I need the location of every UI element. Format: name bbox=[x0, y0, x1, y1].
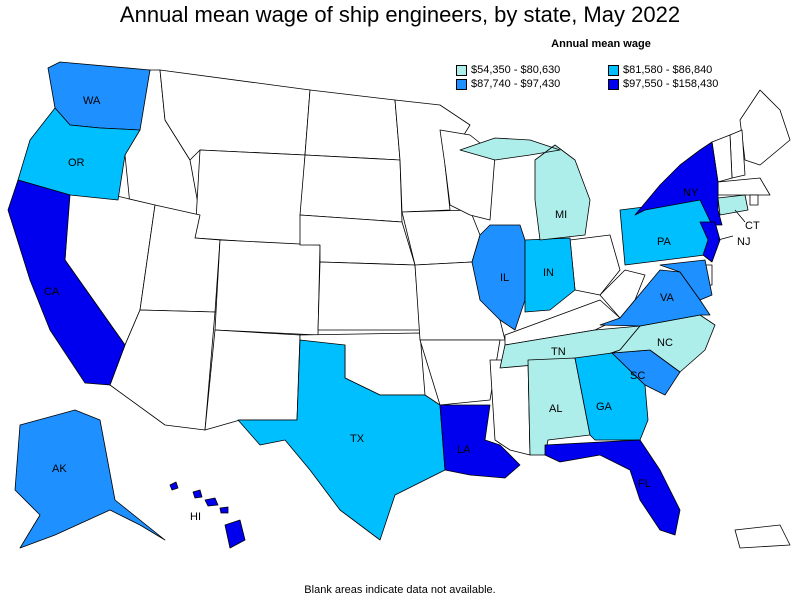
state-SD[interactable] bbox=[299, 154, 403, 223]
legend-swatch-tier-4 bbox=[608, 78, 619, 90]
label-GA: GA bbox=[596, 401, 613, 413]
shaded-states bbox=[7, 61, 749, 549]
label-MI: MI bbox=[555, 209, 567, 221]
state-CO[interactable] bbox=[214, 239, 321, 336]
label-NC: NC bbox=[657, 337, 673, 349]
state-LA[interactable] bbox=[439, 404, 521, 479]
legend-title: Annual mean wage bbox=[551, 38, 651, 50]
label-NJ: NJ bbox=[737, 236, 750, 248]
state-NJ[interactable] bbox=[699, 221, 721, 263]
state-WY[interactable] bbox=[194, 149, 306, 246]
state-HI[interactable] bbox=[169, 481, 246, 549]
legend-item-tier-2: $81,580 - $86,840 bbox=[608, 64, 758, 76]
legend-item-tier-1: $54,350 - $80,630 bbox=[456, 64, 608, 76]
label-AK: AK bbox=[52, 463, 67, 475]
state-IN[interactable] bbox=[524, 237, 576, 313]
label-FL: FL bbox=[638, 478, 651, 490]
label-leader-lines bbox=[717, 209, 746, 241]
legend-label-tier-2: $81,580 - $86,840 bbox=[623, 64, 713, 76]
state-NC[interactable] bbox=[611, 314, 716, 373]
legend-label-tier-1: $54,350 - $80,630 bbox=[471, 64, 561, 76]
legend-swatch-tier-1 bbox=[456, 64, 467, 76]
state-WV[interactable] bbox=[599, 269, 646, 319]
label-TN: TN bbox=[551, 346, 566, 358]
state-ND[interactable] bbox=[304, 89, 401, 161]
state-RI[interactable] bbox=[749, 194, 759, 206]
state-labels: WA OR CA AK HI TX LA IL IN MI TN AL GA F… bbox=[44, 95, 760, 523]
state-IL[interactable] bbox=[471, 224, 526, 331]
state-ME[interactable] bbox=[739, 89, 791, 166]
state-FL[interactable] bbox=[544, 439, 681, 536]
state-MS[interactable] bbox=[489, 359, 531, 456]
label-CT: CT bbox=[745, 220, 760, 232]
legend-item-tier-4: $97,550 - $158,430 bbox=[608, 78, 758, 90]
state-MI[interactable] bbox=[459, 137, 591, 241]
label-IL: IL bbox=[500, 272, 509, 284]
state-CT[interactable] bbox=[717, 194, 749, 216]
state-TX[interactable] bbox=[237, 339, 446, 541]
label-VA: VA bbox=[660, 292, 675, 304]
state-AR[interactable] bbox=[419, 339, 501, 406]
legend-swatch-tier-3 bbox=[456, 78, 467, 90]
label-PA: PA bbox=[657, 236, 672, 248]
state-NH[interactable] bbox=[729, 129, 746, 179]
label-AL: AL bbox=[549, 403, 562, 415]
legend-item-tier-3: $87,740 - $97,430 bbox=[456, 78, 608, 90]
label-IN: IN bbox=[543, 267, 554, 279]
state-MA[interactable] bbox=[717, 177, 771, 196]
state-NY[interactable] bbox=[634, 141, 723, 226]
label-CA: CA bbox=[44, 286, 60, 298]
state-AK[interactable] bbox=[14, 409, 166, 549]
legend: Annual mean wage $54,350 - $80,630 $81,5… bbox=[456, 38, 756, 90]
no-data-states bbox=[64, 69, 791, 549]
map-title: Annual mean wage of ship engineers, by s… bbox=[119, 2, 681, 27]
label-TX: TX bbox=[350, 433, 365, 445]
state-NM[interactable] bbox=[204, 329, 301, 431]
state-MT[interactable] bbox=[159, 69, 311, 161]
state-MD[interactable] bbox=[659, 259, 713, 301]
state-PA[interactable] bbox=[619, 199, 716, 266]
legend-label-tier-3: $87,740 - $97,430 bbox=[471, 78, 561, 90]
label-HI: HI bbox=[190, 511, 201, 523]
legend-label-tier-4: $97,550 - $158,430 bbox=[623, 78, 719, 90]
label-OR: OR bbox=[68, 157, 85, 169]
label-SC: SC bbox=[630, 370, 645, 382]
legend-swatch-tier-2 bbox=[608, 64, 619, 76]
state-CA[interactable] bbox=[7, 179, 126, 386]
label-WA: WA bbox=[83, 95, 101, 107]
state-PR[interactable] bbox=[734, 524, 791, 549]
label-NY: NY bbox=[683, 187, 699, 199]
footnote: Blank areas indicate data not available. bbox=[304, 584, 496, 596]
label-LA: LA bbox=[457, 444, 471, 456]
state-KS[interactable] bbox=[317, 261, 421, 331]
state-IA[interactable] bbox=[401, 209, 481, 266]
state-OR[interactable] bbox=[17, 107, 141, 201]
